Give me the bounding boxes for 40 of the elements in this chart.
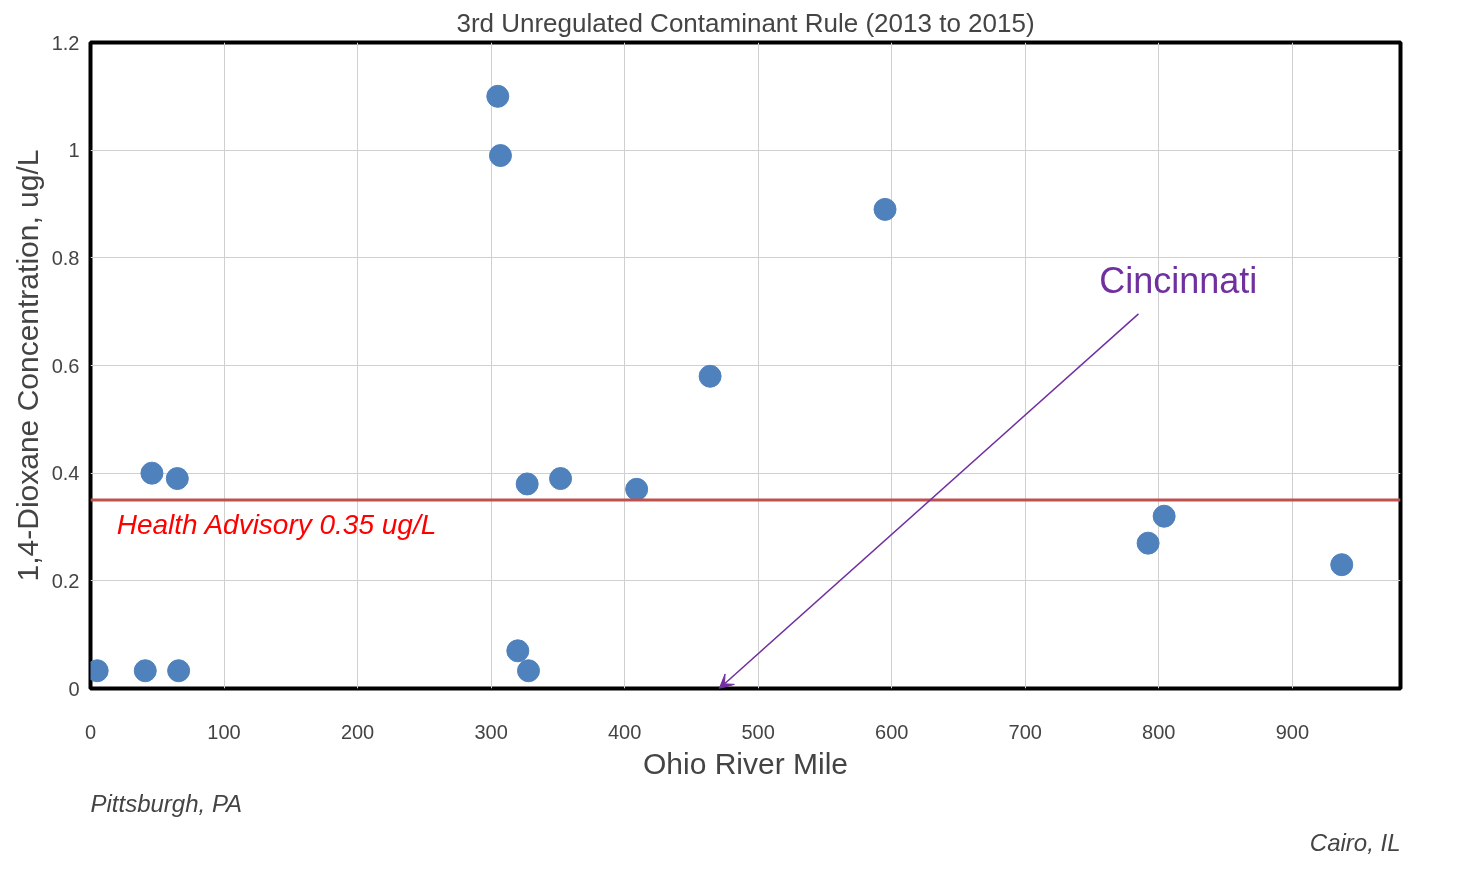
- point: [488, 144, 512, 168]
- y-tick-label: 0.8: [51, 246, 80, 269]
- point: [165, 467, 189, 491]
- x-tick-label: 800: [1142, 720, 1176, 743]
- x-tick-label: 0: [84, 720, 97, 743]
- text: Cairo, IL: [1309, 828, 1401, 856]
- point: [133, 659, 157, 683]
- y-axis-title: 1,4-Dioxane Concentration, ug/L: [10, 149, 44, 582]
- x-tick-label: 900: [1275, 720, 1310, 743]
- y-tick-label: 0.6: [51, 354, 80, 377]
- point: [517, 659, 540, 683]
- point: [873, 197, 897, 221]
- point: [1152, 504, 1176, 528]
- x-tick-label: 600: [875, 720, 909, 743]
- point: [625, 477, 649, 501]
- chart-title: 3rd Unregulated Contaminant Rule (2013 to 2015): [456, 7, 1035, 38]
- y-tick-label: 0.2: [51, 569, 80, 592]
- x-tick-label: 100: [207, 720, 241, 743]
- text: Pittsburgh, PA: [90, 789, 243, 817]
- y-tick-label: 1.2: [51, 31, 80, 54]
- x-tick-label: 400: [607, 720, 642, 743]
- x-tick-label: 200: [340, 720, 375, 743]
- point: [506, 639, 530, 663]
- point: [515, 472, 539, 496]
- x-tick-label: 500: [741, 720, 775, 743]
- point: [549, 467, 573, 491]
- x-axis-title: Ohio River Mile: [642, 746, 849, 780]
- ref-line-label: Health Advisory 0.35 ug/L: [116, 509, 437, 541]
- x-tick-label: 700: [1008, 720, 1042, 743]
- point: [1330, 553, 1354, 577]
- y-tick-label: 0: [68, 677, 80, 700]
- y-tick-label: 0.4: [51, 462, 80, 485]
- annotation: Cincinnati: [1099, 259, 1258, 301]
- x-tick-label: 300: [474, 720, 508, 743]
- point: [1136, 531, 1160, 555]
- point: [698, 364, 722, 388]
- point: [167, 659, 191, 683]
- point: [486, 84, 510, 108]
- y-tick-label: 1: [68, 139, 80, 162]
- point: [140, 461, 164, 485]
